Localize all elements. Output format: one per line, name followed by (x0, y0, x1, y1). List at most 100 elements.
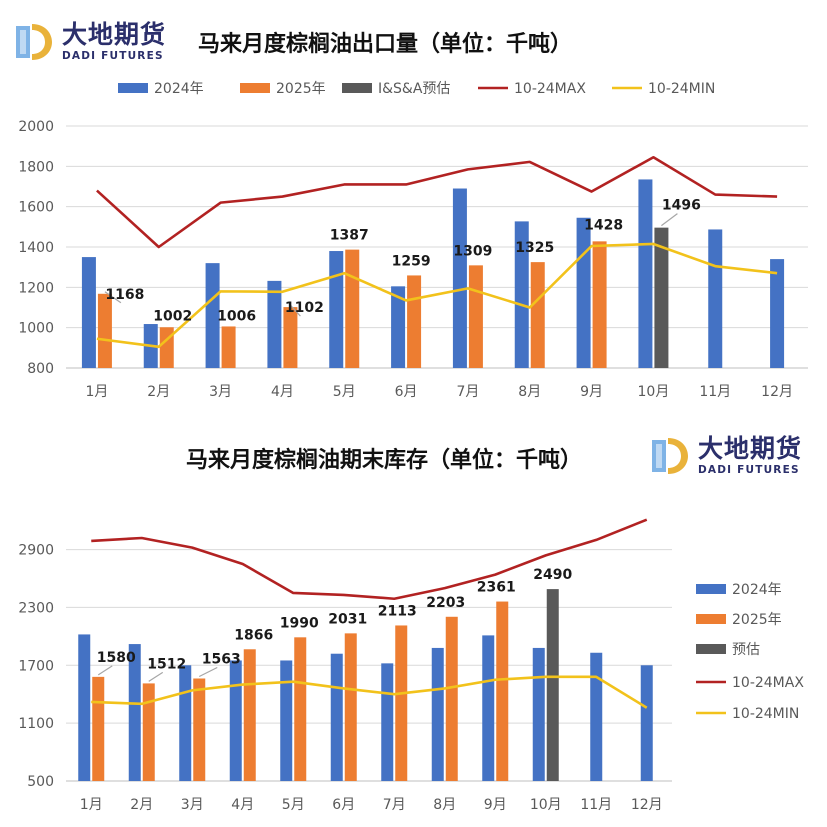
y-tick-label: 800 (27, 361, 54, 377)
bar-2025 (496, 601, 509, 781)
bar-2025 (193, 678, 206, 781)
y-tick-label: 2000 (18, 119, 54, 135)
min-line (91, 675, 648, 709)
legend-swatch (696, 584, 726, 594)
bar-2024 (381, 663, 394, 781)
dadi-logo-icon (16, 24, 52, 60)
data-label: 2113 (378, 603, 417, 619)
bar-2024 (431, 647, 444, 781)
y-tick-label: 1200 (18, 280, 54, 296)
inventory-chart-title: 马来月度棕榈油期末库存（单位：千吨） (186, 448, 583, 473)
dadi-futures-logo-2: 大地期货 DADI FUTURES (648, 434, 802, 478)
bar-2025 (592, 241, 607, 368)
data-label-leader (198, 666, 218, 678)
x-tick-label: 3月 (209, 384, 232, 400)
y-tick-label: 1000 (18, 321, 54, 337)
bar-2025 (97, 293, 112, 368)
bar-2024 (482, 635, 495, 781)
bar-2025 (345, 249, 360, 368)
data-label-leader (289, 304, 301, 317)
data-label: 1259 (392, 253, 431, 269)
legend-label: 10-24MIN (732, 706, 799, 722)
bar-2025 (344, 633, 357, 781)
inventory-chart-panel: 马来月度棕榈油期末库存（单位：千吨） 大地期货 DADI FUTURES 500… (0, 412, 827, 827)
bar-2024 (590, 652, 603, 781)
legend-label: 2025年 (276, 81, 326, 97)
data-label: 2031 (328, 611, 367, 627)
export-chart-title: 马来月度棕榈油出口量（单位：千吨） (198, 32, 573, 57)
y-tick-label: 2900 (18, 543, 54, 559)
y-tick-label: 1100 (18, 716, 54, 732)
bar-2025 (530, 262, 545, 368)
bar-2025 (445, 616, 458, 781)
legend-label: 2024年 (154, 81, 204, 97)
legend-swatch (696, 644, 726, 654)
x-tick-label: 11月 (699, 384, 731, 400)
legend-swatch (118, 83, 148, 93)
bar-2024 (391, 286, 406, 368)
dadi-futures-logo: 大地期货 DADI FUTURES (12, 20, 166, 64)
x-tick-label: 9月 (484, 797, 507, 813)
x-tick-label: 5月 (333, 384, 356, 400)
legend-swatch (342, 83, 372, 93)
x-tick-label: 12月 (761, 384, 793, 400)
logo-chinese-name: 大地期货 (698, 434, 803, 464)
bar-2024 (514, 221, 529, 368)
x-tick-label: 7月 (456, 384, 479, 400)
data-label-leader (97, 665, 113, 676)
min-line (96, 242, 778, 349)
x-tick-label: 11月 (580, 797, 612, 813)
bar-2024 (770, 259, 785, 368)
panel-divider (0, 410, 827, 412)
data-label: 1006 (217, 308, 256, 324)
legend-label: 2024年 (732, 582, 782, 598)
y-tick-label: 1600 (18, 200, 54, 216)
data-label-leader (148, 671, 164, 682)
bar-2024 (638, 179, 653, 368)
legend-label: 10-24MAX (732, 675, 804, 691)
bar-2025 (407, 275, 422, 368)
export-chart-panel: 大地期货 DADI FUTURES 马来月度棕榈油出口量（单位：千吨） 800 1… (0, 0, 827, 410)
legend-swatch (240, 83, 270, 93)
bar-estimate (546, 589, 559, 781)
x-tick-label: 10月 (530, 797, 562, 813)
data-label: 2361 (477, 580, 516, 596)
inventory-chart: 500 1100 1700 2300 2900 1月 2月 3月 4月 5月 6月 7月 8月 9月 10月… (18, 518, 804, 813)
bar-2024 (280, 660, 293, 781)
data-label: 2203 (426, 595, 465, 611)
x-tick-label: 1月 (85, 384, 108, 400)
x-tick-label: 6月 (332, 797, 355, 813)
bar-2024 (78, 634, 91, 781)
bar-2024 (329, 251, 344, 368)
data-label: 1563 (202, 651, 241, 667)
x-tick-label: 8月 (518, 384, 541, 400)
legend-swatch (696, 614, 726, 624)
data-label: 1387 (330, 228, 369, 244)
export-chart: 800 1000 1200 1400 1600 1800 2000 1月 2月 3月 4月 5月 6月 7… (18, 81, 808, 400)
data-label: 1102 (285, 300, 324, 316)
legend-label: 2025年 (732, 612, 782, 628)
x-tick-label: 2月 (130, 797, 153, 813)
max-line (96, 155, 778, 249)
bar-2024 (452, 188, 467, 368)
logo-chinese-name: 大地期货 (62, 20, 167, 50)
data-label: 1866 (234, 627, 273, 643)
bar-2024 (267, 280, 282, 368)
x-tick-label: 12月 (631, 797, 663, 813)
bar-2024 (576, 217, 591, 368)
y-tick-label: 1800 (18, 159, 54, 175)
data-label-leader (661, 213, 678, 227)
data-label: 1496 (662, 198, 701, 214)
bar-2025 (395, 625, 408, 781)
bar-2024 (128, 644, 141, 781)
dadi-logo-icon (652, 438, 688, 474)
bar-2024 (81, 257, 96, 368)
data-label: 2490 (533, 567, 572, 583)
x-tick-label: 1月 (80, 797, 103, 813)
bar-2025 (221, 326, 236, 368)
y-tick-label: 1700 (18, 658, 54, 674)
bar-2025 (142, 683, 155, 781)
data-label: 1580 (97, 650, 136, 666)
x-tick-label: 8月 (433, 797, 456, 813)
legend-label: 10-24MAX (514, 81, 586, 97)
